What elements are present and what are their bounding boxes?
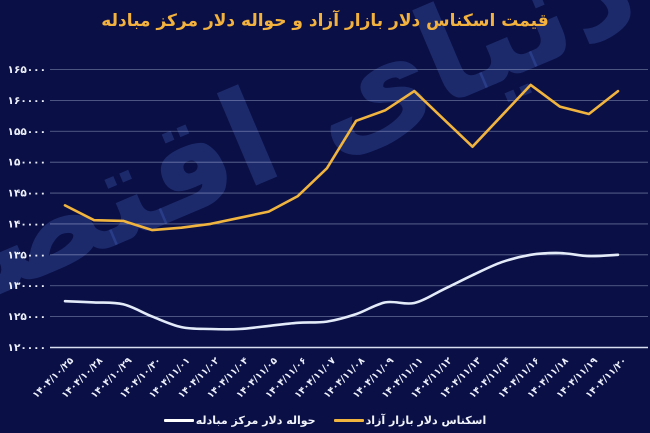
legend-item-exchange-center: حواله دلار مرکز مبادله [163, 414, 316, 427]
legend-swatch-free-market-icon [333, 419, 364, 422]
y-axis-label: ۱۵۰۰۰۰ [8, 157, 46, 169]
legend-item-free-market: اسکناس دلار بازار آزاد [333, 414, 487, 427]
legend-label-exchange-center: حواله دلار مرکز مبادله [195, 414, 316, 427]
y-axis-label: ۱۲۰۰۰۰ [8, 342, 46, 354]
y-axis-label: ۱۳۵۰۰۰ [8, 249, 46, 261]
page-title: قیمت اسکناس دلار بازار آزاد و حواله دلار… [101, 11, 549, 31]
y-axis-label: ۱۴۰۰۰۰ [8, 218, 46, 230]
y-axis-label: ۱۳۰۰۰۰ [8, 280, 46, 292]
y-axis-label: ۱۴۵۰۰۰ [8, 188, 46, 200]
legend-swatch-exchange-center-icon [163, 419, 194, 422]
series-free-market-line [63, 83, 620, 232]
legend-label-free-market: اسکناس دلار بازار آزاد [365, 414, 487, 427]
series-exchange-center-line [63, 251, 620, 331]
legend: اسکناس دلار بازار آزاد حواله دلار مرکز م… [0, 414, 650, 427]
y-axis-label: ۱۶۵۰۰۰ [8, 64, 46, 76]
y-axis-label: ۱۵۵۰۰۰ [8, 126, 46, 138]
y-axis-label: ۱۲۵۰۰۰ [8, 311, 46, 323]
y-axis-label: ۱۶۰۰۰۰ [8, 95, 46, 107]
